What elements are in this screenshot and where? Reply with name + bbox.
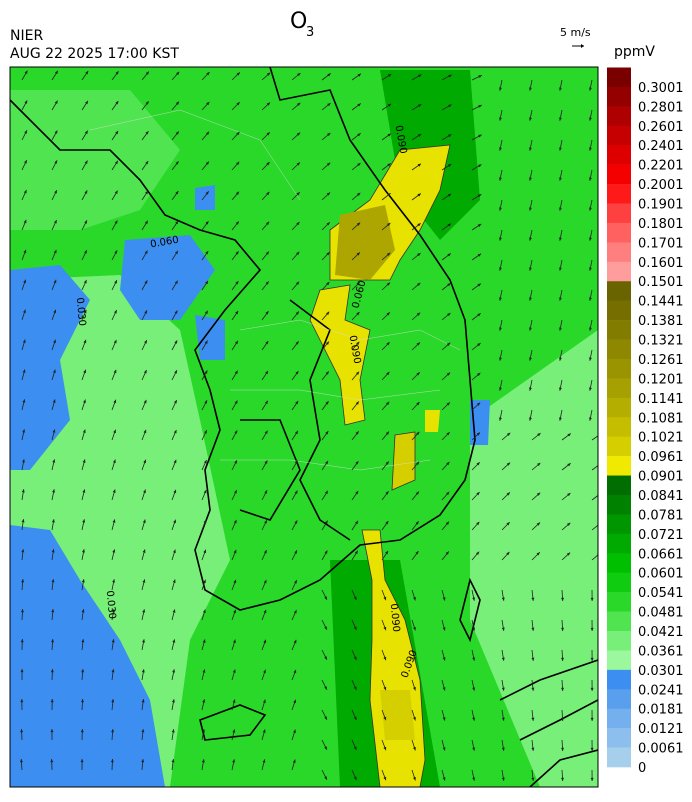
legend-label: 0.0121 [638,722,684,737]
legend-swatch [607,378,631,398]
legend-swatch [607,592,631,612]
legend-label: 0.0721 [638,528,684,543]
legend-swatch [607,631,631,651]
legend-label: 0.1261 [638,353,684,368]
legend-label: 0.1321 [638,334,684,349]
legend-swatch [607,68,631,88]
legend-label: 0.2801 [638,100,684,115]
legend-label: 0.3001 [638,81,684,96]
legend-swatch [607,340,631,360]
legend-label: 0 [638,761,646,776]
legend-swatch [607,301,631,321]
legend-label: 0.1601 [638,256,684,271]
legend-label: 0.1441 [638,295,684,310]
legend-label: 0.0901 [638,470,684,485]
legend-label: 0.1021 [638,431,684,446]
colorbar: 0.3001 0.2801 0.2601 0.2401 0.2201 0.2001 0.19… [607,68,684,777]
legend-label: 0.1381 [638,314,684,329]
legend-label: 0.1201 [638,372,684,387]
legend-swatch [607,456,631,476]
legend-swatch [607,495,631,515]
legend-label: 0.0241 [638,683,684,698]
legend-swatch [607,359,631,379]
legend-label: 0.0781 [638,508,684,523]
legend-swatch [607,165,631,185]
low-ozone-area [195,315,225,360]
legend-label: 0.0961 [638,450,684,465]
legend-swatch [607,689,631,709]
legend-swatch [607,534,631,554]
legend-swatch [607,573,631,593]
legend-label: 0.0661 [638,547,684,562]
legend-swatch [607,87,631,107]
legend-label: 0.0301 [638,664,684,679]
title: O [290,9,307,34]
legend-swatch [607,398,631,418]
agency: NIER [10,28,43,44]
legend-swatch [607,514,631,534]
legend-swatch [607,204,631,224]
legend-label: 0.2601 [638,120,684,135]
legend-label: 0.1701 [638,236,684,251]
legend-label: 0.2201 [638,159,684,174]
legend-swatch [607,748,631,768]
low-ozone-area [195,185,215,210]
legend-label: 0.0361 [638,644,684,659]
legend-swatch [607,281,631,301]
legend-swatch [607,320,631,340]
legend-swatch [607,126,631,146]
legend-label: 0.0541 [638,586,684,601]
legend-swatch [607,437,631,457]
legend-swatch [607,670,631,690]
legend-swatch [607,612,631,632]
legend-label: 0.1901 [638,198,684,213]
legend-unit: ppmV [614,44,655,60]
legend-swatch [607,242,631,262]
legend-swatch [607,650,631,670]
legend-label: 0.2001 [638,178,684,193]
legend-label: 0.0061 [638,742,684,757]
legend-label: 0.1141 [638,392,684,407]
legend-swatch [607,417,631,437]
legend-swatch [607,709,631,729]
legend-label: 0.1081 [638,411,684,426]
legend-label: 0.0481 [638,606,684,621]
high-ozone-area [380,690,415,740]
legend-label: 0.0181 [638,703,684,718]
high-ozone-area [425,410,440,432]
legend-swatch [607,553,631,573]
legend-label: 0.0841 [638,489,684,504]
legend-swatch [607,728,631,748]
wind-scale-label: 5 m/s [560,26,591,39]
title-subscript: 3 [306,25,314,40]
legend-label: 0.0601 [638,567,684,582]
legend-swatch [607,262,631,282]
legend-label: 0.2401 [638,139,684,154]
timestamp: AUG 22 2025 17:00 KST [10,46,179,62]
legend-label: 0.1801 [638,217,684,232]
legend-swatch [607,476,631,496]
legend-label: 0.1501 [638,275,684,290]
legend-swatch [607,184,631,204]
legend-swatch [607,223,631,243]
legend-label: 0.0421 [638,625,684,640]
legend-swatch [607,145,631,165]
high-ozone-area [392,432,415,490]
legend-swatch [607,106,631,126]
wind-scale-arrowhead [581,44,584,48]
